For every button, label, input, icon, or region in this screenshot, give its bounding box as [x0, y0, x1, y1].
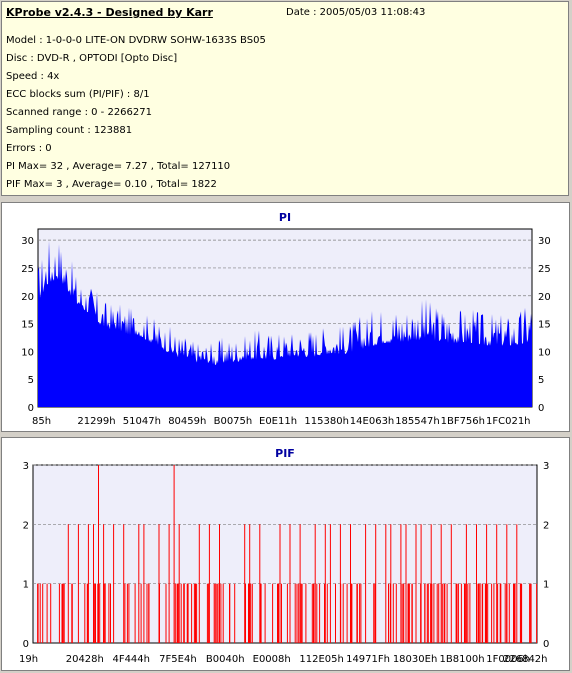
info-pi-stats: PI Max= 32 , Average= 7.27 , Total= 1271… [6, 161, 231, 172]
pi-ytick-left: 5 [28, 375, 34, 386]
pi-ytick-left: 10 [21, 347, 34, 358]
pif-ytick-left: 3 [23, 461, 29, 472]
pif-xtick: 19h [19, 654, 38, 665]
pif-xtick: 1B8100h [440, 654, 485, 665]
pif-ytick-right: 3 [543, 461, 549, 472]
pi-xtick: 115380h [304, 416, 349, 427]
info-errors: Errors : 0 [6, 143, 52, 154]
pi-ytick-right: 30 [538, 236, 551, 247]
pi-ytick-right: 0 [538, 403, 544, 414]
info-panel: KProbe v2.4.3 - Designed by Karr Date : … [1, 1, 569, 196]
pif-ytick-left: 1 [23, 580, 29, 591]
pif-xtick: 1F0006h [486, 654, 530, 665]
pif-xtick: B0040h [206, 654, 245, 665]
scan-date: Date : 2005/05/03 11:08:43 [286, 7, 426, 18]
pi-ytick-right: 10 [538, 347, 551, 358]
info-ecc: ECC blocks sum (PI/PIF) : 8/1 [6, 89, 150, 100]
info-range: Scanned range : 0 - 2266271 [6, 107, 152, 118]
app-title: KProbe v2.4.3 - Designed by Karr [6, 6, 213, 19]
pif-xtick: 14971Fh [346, 654, 390, 665]
pi-ytick-right: 20 [538, 292, 551, 303]
pi-title: PI [279, 211, 291, 224]
pi-xtick: 80459h [168, 416, 206, 427]
pif-ytick-right: 2 [543, 520, 549, 531]
pi-xtick: 1BF756h [441, 416, 485, 427]
pi-ytick-right: 5 [538, 375, 544, 386]
info-speed: Speed : 4x [6, 71, 60, 82]
pi-ytick-right: 15 [538, 320, 551, 331]
pif-ytick-left: 2 [23, 520, 29, 531]
info-disc: Disc : DVD-R , OPTODI [Opto Disc] [6, 53, 178, 64]
pif-xtick: 18030Eh [393, 654, 437, 665]
info-model: Model : 1-0-0-0 LITE-ON DVDRW SOHW-1633S… [6, 35, 266, 46]
pif-chart: PIF 0 0 1 1 2 2 3 3 19h 20428h 4F444h 7F5E4h B0040h E0… [19, 447, 549, 665]
pif-ytick-left: 0 [23, 639, 29, 650]
pif-plot-area [32, 464, 538, 644]
pif-xtick: 7F5E4h [159, 654, 197, 665]
pif-chart-panel: PIF 0 0 1 1 2 2 3 3 19h 20428h 4F444h 7F5E4h B0040h E0… [1, 437, 570, 671]
pi-ytick-left: 25 [21, 264, 34, 275]
pi-ytick-left: 20 [21, 292, 34, 303]
pif-xtick: E0008h [253, 654, 291, 665]
pi-ytick-left: 15 [21, 320, 34, 331]
pi-xtick: 185547h [395, 416, 440, 427]
pi-xtick: 85h [32, 416, 51, 427]
pi-series-area [38, 240, 532, 407]
pif-xtick: 226842h [503, 654, 548, 665]
info-lines: Model : 1-0-0-0 LITE-ON DVDRW SOHW-1633S… [6, 34, 266, 196]
pif-title: PIF [275, 447, 295, 460]
pif-xtick: 112E05h [299, 654, 343, 665]
info-sampling: Sampling count : 123881 [6, 125, 133, 136]
info-pif-stats: PIF Max= 3 , Average= 0.10 , Total= 1822 [6, 179, 217, 190]
pi-xtick: 21299h [77, 416, 115, 427]
pif-xtick: 20428h [66, 654, 104, 665]
pif-xtick: 4F444h [112, 654, 150, 665]
pi-ytick-left: 0 [28, 403, 34, 414]
pi-chart: PI 0 0 5 5 10 10 15 15 20 20 25 25 30 30 85h 21299h 51047… [21, 211, 551, 427]
pi-xtick: 51047h [123, 416, 161, 427]
pi-xtick: E0E11h [259, 416, 297, 427]
pif-ytick-right: 1 [543, 580, 549, 591]
pi-xtick: 1FC021h [486, 416, 531, 427]
pi-ytick-left: 30 [21, 236, 34, 247]
pi-chart-panel: PI 0 0 5 5 10 10 15 15 20 20 25 25 30 30 85h 21299h 51047… [1, 202, 570, 432]
pif-ytick-right: 0 [543, 639, 549, 650]
pi-ytick-right: 25 [538, 264, 551, 275]
pi-xtick: 14E063h [350, 416, 394, 427]
pi-xtick: B0075h [214, 416, 253, 427]
